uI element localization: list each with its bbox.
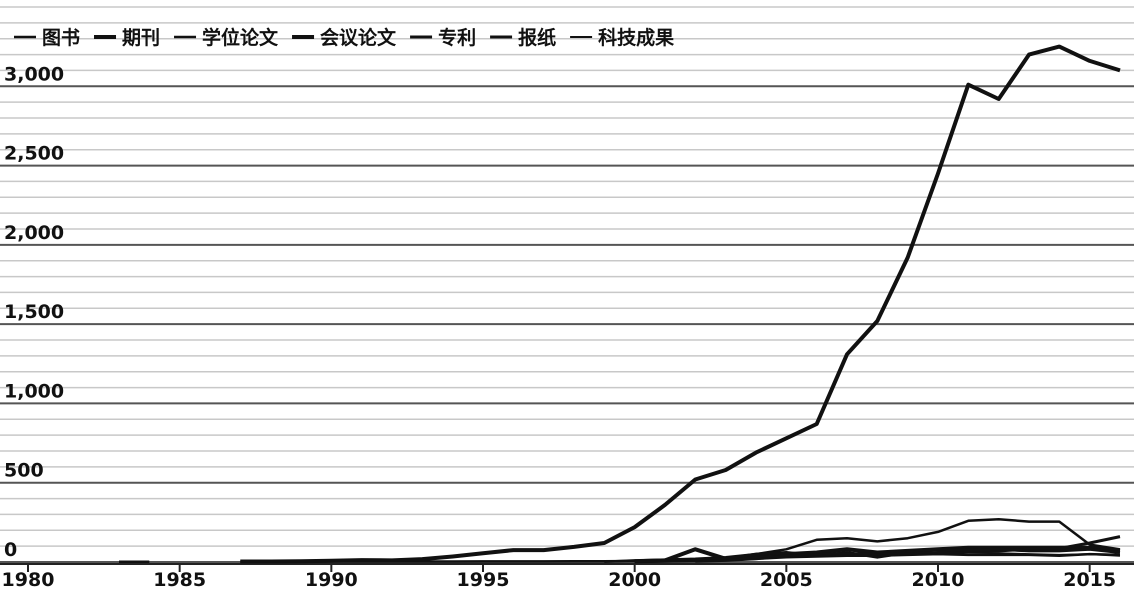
series-line xyxy=(634,547,1121,564)
y-tick-label: 1,500 xyxy=(4,301,64,323)
x-tick-label: 1990 xyxy=(305,569,358,591)
x-tick-label: 2000 xyxy=(608,569,661,591)
legend-label: 专利 xyxy=(438,26,476,49)
legend-label: 图书 xyxy=(42,27,80,49)
legend-label: 报纸 xyxy=(518,26,556,49)
series-line xyxy=(604,517,1121,563)
legend-label: 学位论文 xyxy=(202,26,279,49)
y-tick-label: 2,000 xyxy=(4,222,64,244)
x-tick-label: 2010 xyxy=(912,569,965,591)
legend-label: 会议论文 xyxy=(320,26,397,49)
x-tick-label: 1980 xyxy=(2,569,55,591)
y-tick-label: 2,500 xyxy=(4,143,64,165)
legend-label: 期刊 xyxy=(122,27,160,49)
y-tick-label: 3,000 xyxy=(4,63,64,85)
x-tick-label: 1995 xyxy=(457,569,510,591)
y-tick-label: 1,000 xyxy=(4,380,64,402)
x-tick-label: 2005 xyxy=(760,569,813,591)
x-tick-label: 2015 xyxy=(1063,569,1116,591)
x-tick-label: 1985 xyxy=(153,569,206,591)
y-tick-label: 500 xyxy=(4,460,44,482)
legend-label: 科技成果 xyxy=(598,26,674,49)
series-line xyxy=(634,551,1121,563)
y-tick-label: 0 xyxy=(4,539,17,561)
series-line xyxy=(240,44,1121,564)
